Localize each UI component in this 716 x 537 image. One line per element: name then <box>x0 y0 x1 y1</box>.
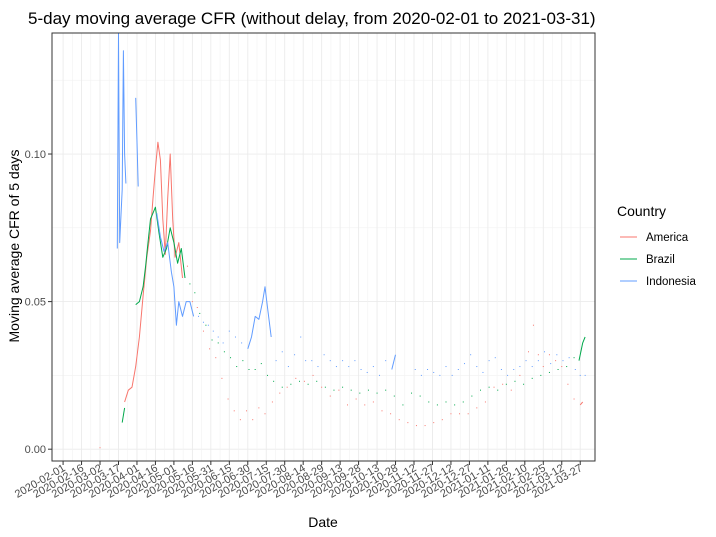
series-segment <box>247 286 272 349</box>
y-tick-label: 0.05 <box>25 297 46 309</box>
plot-panel <box>52 33 595 461</box>
legend-label-indonesia: Indonesia <box>646 276 696 288</box>
y-axis-title: Moving average CFR of 5 days <box>6 150 22 343</box>
x-axis-title: Date <box>308 514 338 530</box>
series-segment <box>391 354 396 370</box>
legend-label-america: America <box>646 232 689 244</box>
series-segment <box>124 141 183 403</box>
chart-title: 5-day moving average CFR (without delay,… <box>28 9 596 28</box>
series-segment <box>578 336 586 361</box>
legend-title: Country <box>617 203 666 219</box>
legend-label-brazil: Brazil <box>646 254 675 266</box>
series-segment <box>579 401 584 406</box>
y-tick-label: 0.10 <box>25 149 46 161</box>
series-segment <box>121 407 126 423</box>
plot-border <box>51 32 596 462</box>
series-lines <box>99 32 586 449</box>
axes: 2020-02-012020-02-162020-03-022020-03-17… <box>13 149 585 501</box>
grid-lines <box>52 33 595 461</box>
series-segment <box>156 213 195 326</box>
series-america <box>99 141 584 449</box>
legend: Country America Brazil Indonesia <box>617 203 696 288</box>
series-segment <box>135 206 186 305</box>
series-brazil <box>121 206 586 423</box>
y-tick-label: 0.00 <box>25 444 46 456</box>
series-segment <box>135 97 139 187</box>
